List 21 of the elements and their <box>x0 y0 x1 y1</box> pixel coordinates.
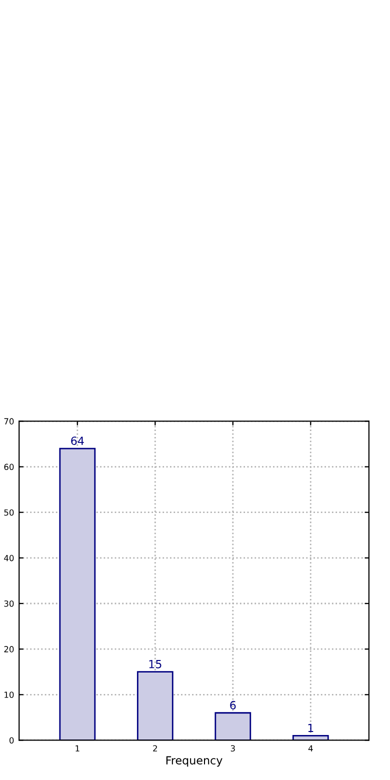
y-tick-label: 60 <box>4 464 14 470</box>
x-tick-label: 3 <box>230 745 235 752</box>
data-label: 6 <box>230 700 236 710</box>
bar <box>214 712 252 740</box>
bar <box>292 734 329 740</box>
bar <box>59 448 96 740</box>
y-tick-label: 50 <box>4 509 14 516</box>
data-label: 1 <box>308 724 314 732</box>
y-tick-label: 10 <box>4 692 14 698</box>
data-label: 64 <box>71 436 84 446</box>
y-tick-label: 70 <box>4 418 14 424</box>
y-tick-label: 40 <box>4 554 14 562</box>
y-tick-label: 20 <box>4 646 14 652</box>
bar <box>136 671 174 740</box>
y-tick-label: 30 <box>4 600 14 607</box>
data-label: 15 <box>149 660 162 668</box>
x-tick-label: 2 <box>153 745 157 752</box>
x-tick-label: 1 <box>76 745 80 752</box>
x-axis-title: Frequency <box>166 756 222 767</box>
x-tick-label: 4 <box>308 745 313 752</box>
y-tick-label: 0 <box>9 737 14 744</box>
